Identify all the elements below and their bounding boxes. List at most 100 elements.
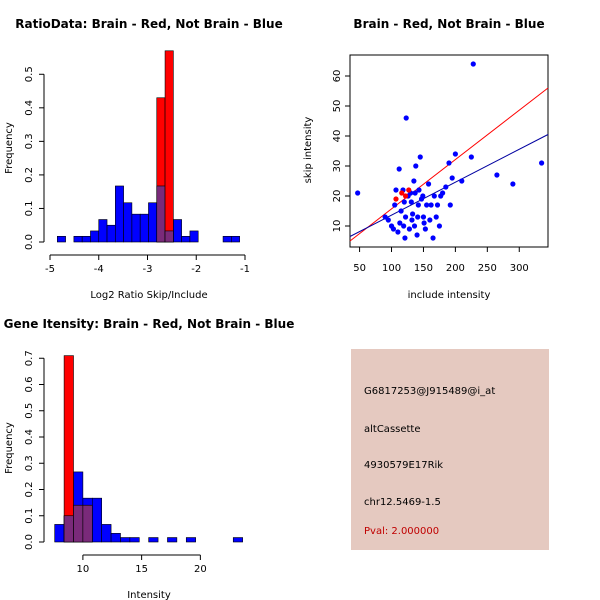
point-not-brain-18 [406, 226, 412, 232]
bar-not-brain-0-6 [115, 185, 124, 243]
point-not-brain-43 [433, 214, 439, 220]
point-not-brain-30 [416, 187, 422, 193]
bar-not-brain-2-9 [148, 537, 159, 543]
ratio-histogram-bars [57, 50, 240, 243]
scatter-title: Brain - Red, Not Brain - Blue [353, 17, 544, 31]
point-not-brain-5 [392, 202, 398, 208]
scatter-y-tick-label-5: 60 [332, 70, 343, 83]
ratio-histogram-xlabel: Log2 Ratio Skip/Include [90, 290, 207, 301]
point-not-brain-23 [411, 178, 417, 184]
point-not-brain-26 [413, 163, 419, 169]
ratio-histogram-axes: 0.0 0.1 0.2 0.3 0.4 0.5 -5 -4 -3 -2 -1 [24, 66, 250, 275]
bar-not-brain-0-0 [57, 235, 66, 243]
point-not-brain-36 [422, 226, 428, 232]
scatter-y-tick-label-1: 20 [332, 190, 343, 203]
bar-not-brain-2-10 [167, 537, 178, 543]
point-brain-1 [399, 190, 405, 196]
point-not-brain-21 [409, 217, 415, 223]
bar-not-brain-2-5 [101, 524, 112, 543]
bar-not-brain-2-8 [129, 537, 140, 543]
bar-not-brain-0-5 [106, 224, 116, 243]
point-not-brain-40 [428, 202, 434, 208]
scatter-ylabel: skip intensity [303, 117, 314, 184]
scatter-plot-box [349, 54, 549, 248]
x-tick-label-0-2: -3 [143, 264, 153, 275]
probe-info-panel: G6817253@J915489@i_at altCassette 493057… [351, 349, 549, 550]
intensity-histogram-xlabel: Intensity [127, 590, 171, 600]
point-not-brain-31 [417, 154, 423, 160]
scatter-axes: 50 100 150 200 250 300 10 20 30 40 50 60 [332, 70, 529, 274]
point-not-brain-47 [440, 190, 446, 196]
scatter-y-tick-label-3: 40 [332, 130, 343, 143]
bar-not-brain-0-10 [148, 202, 158, 243]
gene-name: 4930579E17Rik [364, 460, 444, 471]
bar-not-brain-0-1 [73, 235, 83, 243]
bar-not-brain-2-6 [110, 533, 121, 543]
x-tick-label-0-3: -2 [191, 264, 201, 275]
bar-not-brain-2-11 [185, 537, 196, 543]
x-tick-label-0-4: -1 [240, 264, 250, 275]
point-not-brain-2 [385, 217, 391, 223]
bar-not-brain-0-18 [231, 235, 240, 243]
y-tick-label-2-1: 0.1 [24, 508, 35, 524]
x-tick-label-0-1: -4 [94, 264, 104, 275]
chromosome-location: chr12.5469-1.5 [364, 497, 441, 508]
y-tick-label-2-2: 0.2 [24, 482, 35, 498]
point-not-brain-15 [402, 214, 409, 220]
point-not-brain-12 [401, 223, 407, 229]
y-tick-label-0-1: 0.1 [24, 201, 35, 217]
point-not-brain-39 [427, 217, 433, 223]
y-tick-label-0-5: 0.5 [24, 66, 35, 82]
bar-not-brain-0-9 [139, 213, 149, 243]
point-not-brain-25 [412, 190, 418, 196]
point-not-brain-9 [397, 220, 403, 226]
point-not-brain-14 [402, 235, 408, 241]
point-not-brain-44 [434, 202, 441, 208]
point-not-brain-13 [401, 199, 407, 205]
point-not-brain-53 [459, 178, 465, 184]
y-tick-label-0-3: 0.3 [24, 133, 35, 149]
point-brain-0 [393, 196, 399, 202]
bar-overlap-2-0 [63, 515, 74, 543]
point-not-brain-56 [494, 172, 500, 178]
ratio-histogram-panel: RatioData: Brain - Red, Not Brain - Blue… [4, 17, 283, 301]
point-not-brain-6 [393, 187, 399, 193]
x-tick-label-2-0: 10 [77, 564, 90, 575]
scatter-x-tick-label-5: 300 [510, 263, 529, 274]
y-tick-label-2-4: 0.4 [24, 429, 35, 445]
scatter-points [355, 61, 545, 241]
scatter-panel: Brain - Red, Not Brain - Blue 50 100 150 20… [303, 17, 549, 301]
point-not-brain-42 [431, 193, 437, 199]
point-not-brain-58 [539, 160, 545, 166]
bar-brain-2-0 [63, 355, 74, 543]
point-not-brain-33 [420, 193, 426, 199]
scatter-x-tick-label-0: 50 [353, 263, 366, 274]
point-brain-3 [406, 187, 412, 193]
point-not-brain-16 [403, 115, 409, 121]
ratio-histogram-title: RatioData: Brain - Red, Not Brain - Blue [15, 17, 282, 31]
point-not-brain-7 [395, 229, 401, 235]
point-not-brain-37 [424, 202, 430, 208]
point-not-brain-8 [396, 166, 402, 172]
bar-not-brain-0-17 [222, 235, 232, 243]
scatter-y-tick-label-2: 30 [332, 160, 343, 173]
point-brain-2 [402, 193, 409, 199]
point-not-brain-38 [425, 181, 432, 187]
point-not-brain-54 [468, 154, 474, 160]
y-tick-label-2-3: 0.3 [24, 455, 35, 471]
ratio-histogram-ylabel: Frequency [4, 122, 15, 174]
point-not-brain-49 [446, 160, 452, 166]
event-type: altCassette [364, 424, 421, 435]
bar-brain-0-1 [164, 50, 174, 243]
scatter-x-tick-label-4: 250 [478, 263, 497, 274]
intensity-histogram-axes: 0.0 0.1 0.2 0.3 0.4 0.5 0.6 0.7 10 15 20 [24, 350, 207, 575]
bar-not-brain-0-2 [81, 235, 91, 243]
scatter-y-tick-label-0: 10 [332, 220, 343, 233]
scatter-y-tick-label-4: 50 [332, 100, 343, 113]
y-tick-label-2-5: 0.5 [24, 403, 35, 419]
point-not-brain-41 [430, 235, 436, 241]
x-tick-label-2-1: 15 [135, 564, 148, 575]
intensity-histogram-panel: Gene Itensity: Brain - Red, Not Brain - … [4, 317, 295, 600]
point-not-brain-51 [449, 175, 455, 181]
point-not-brain-24 [411, 223, 418, 229]
